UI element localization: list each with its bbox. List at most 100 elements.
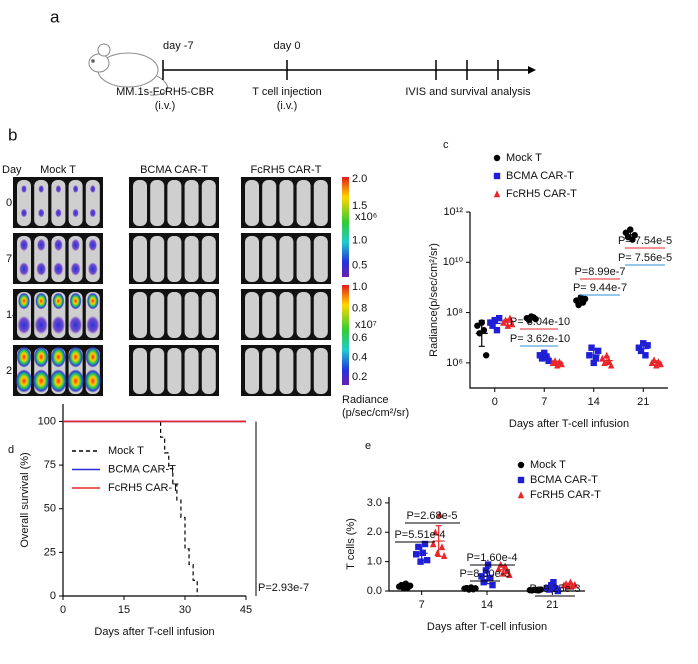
point [551,357,559,365]
point [495,314,503,322]
mouse [150,180,165,226]
annotation: P=5.51e-4 [394,529,445,541]
panel-label: b [8,125,17,144]
mouse [17,180,31,226]
point [586,352,593,359]
y-tick-label: 10⁸ [446,306,463,318]
signal [36,238,46,252]
error-bar [432,525,445,557]
mouse [201,180,216,226]
point [550,578,557,586]
mouse [150,292,165,338]
colorbar-tick: 0.2 [352,371,367,383]
point [640,340,647,347]
mouse [262,292,277,338]
mouse [68,180,83,226]
point [545,357,552,365]
signal [86,315,100,335]
legend-label: FcRH5 CAR-T [108,482,179,494]
panel-b: b Day Radiance (p/sec/cm²/sr) Mock T BCMA… [2,125,409,418]
annotation: P=2.93e-7 [258,582,309,594]
mouse [201,348,216,394]
signal [88,238,98,252]
mouse-image [13,177,103,228]
legend-swatch [493,172,501,180]
panel-label: c [443,139,449,151]
timeline-ticks [162,60,499,80]
event-text: (i.v.) [155,100,176,112]
mouse [201,292,216,338]
point [581,295,589,303]
point [588,344,595,351]
point [497,560,504,568]
mouse [133,180,147,226]
row-label: 0 [6,197,12,209]
colorbar-tick: 2.0 [352,173,367,185]
point [489,322,496,329]
x-tick-label: 0 [492,396,498,408]
colorbar [342,285,349,385]
event-day: day 0 [274,40,301,52]
point [554,587,562,595]
point [429,540,437,548]
point [594,347,602,355]
signal [84,369,102,393]
signal [15,369,33,393]
x-tick-label: 21 [546,599,558,611]
point [478,319,485,326]
mouse [184,180,199,226]
mouse [313,348,328,394]
point [432,528,439,536]
annotation: P= 7.54e-5 [618,235,672,247]
point [480,578,487,586]
mouse [262,180,277,226]
mouse-image [241,233,331,284]
point [603,351,610,359]
signal [21,185,27,193]
legend-label: BCMA CAR-T [506,170,574,182]
mouse-image [13,345,103,396]
panel-d: d 0 25 50 75 100 Overall survival (%) Days afte… [8,404,309,638]
point [423,556,431,564]
mouse [245,348,259,394]
mouse [133,348,147,394]
x-tick-label: 45 [240,604,252,616]
point [571,580,579,588]
point [543,353,550,360]
point [415,543,422,551]
colorbar-tick: 0.8 [352,302,367,314]
point [417,558,424,565]
mouse [51,180,66,226]
point [545,586,553,593]
annotation: P= 9.44e-7 [573,282,627,294]
point [644,342,651,349]
mouse-image [241,289,331,340]
mouse [245,180,259,226]
mouse [150,348,165,394]
signal [19,262,29,276]
point [493,326,501,334]
y-tick-label: 100 [38,415,56,427]
mouse-image [129,177,219,228]
y-tick-label: 1.0 [367,556,382,568]
signal [89,208,97,218]
colorbar-tick: 0.5 [352,260,367,272]
point [495,565,502,573]
x-axis-label: Days after T-cell infusion [94,626,214,638]
x-tick-label: 0 [60,604,66,616]
point [538,355,546,362]
y-tick-label: 3.0 [367,497,382,509]
point [592,355,600,362]
signal [38,208,45,218]
signal [35,292,48,310]
signal [67,369,85,393]
signal [50,346,66,368]
column-header: FcRH5 CAR-T [251,164,322,176]
panel-c: c 10⁶ 10⁸ 10¹⁰ 10¹² Radiance(p/sec/cm²/sr) Day… [428,139,672,430]
signal [86,292,99,310]
annotation: P= 3.04e-10 [510,316,570,328]
column-header: BCMA CAR-T [140,164,208,176]
mouse [245,292,259,338]
signal [90,185,96,193]
event-text: IVIS and survival analysis [405,86,531,98]
